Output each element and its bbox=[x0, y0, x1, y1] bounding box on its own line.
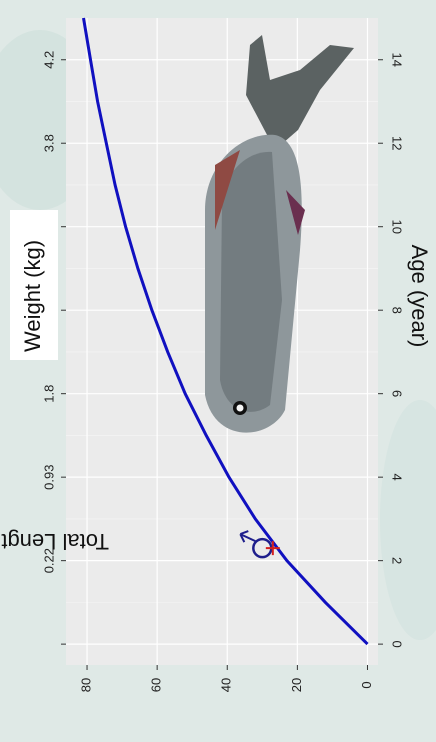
x-tick-label: 6 bbox=[390, 390, 405, 397]
growth-curve bbox=[82, 17, 369, 646]
x-tick-label: 2 bbox=[390, 557, 405, 564]
y-tick-label: 80 bbox=[78, 678, 93, 692]
x-tick-label: 14 bbox=[390, 53, 405, 67]
weight-tick-label: 0.93 bbox=[41, 465, 56, 490]
x-tick-label: 4 bbox=[390, 474, 405, 481]
weight-tick-label: 3.8 bbox=[41, 134, 56, 152]
y-axis-title: Total Length (cm) bbox=[0, 529, 109, 554]
weight-tick-label: 1.8 bbox=[41, 385, 56, 403]
x-tick-label: 8 bbox=[390, 307, 405, 314]
y-axis-ticks: 0 20 40 60 80 bbox=[78, 665, 374, 692]
x-tick-label: 10 bbox=[390, 219, 405, 233]
y-tick-label: 0 bbox=[359, 681, 374, 688]
weight-axis-title-group: Weight (kg) bbox=[20, 240, 45, 352]
female-symbol bbox=[265, 541, 280, 556]
weight-tick-label: 0.22 bbox=[41, 548, 56, 573]
weight-axis-title: Weight (kg) bbox=[20, 240, 45, 352]
x-tick-label: 0 bbox=[390, 641, 405, 648]
x-axis-title: Age (year) bbox=[407, 245, 432, 348]
y-tick-label: 20 bbox=[289, 678, 304, 692]
weight-label-box bbox=[10, 210, 58, 360]
x-tick-label: 12 bbox=[390, 136, 405, 150]
y-tick-label: 60 bbox=[149, 678, 164, 692]
weight-tick-label: 4.2 bbox=[41, 51, 56, 69]
x-axis-ticks: 0 2 4 6 8 10 12 14 bbox=[378, 53, 405, 648]
x-axis-title-group: Age (year) bbox=[407, 245, 432, 348]
fish-illustration bbox=[205, 35, 354, 433]
y-tick-label: 40 bbox=[219, 678, 234, 692]
y-axis-title-group: Total Length (cm) bbox=[0, 529, 109, 554]
